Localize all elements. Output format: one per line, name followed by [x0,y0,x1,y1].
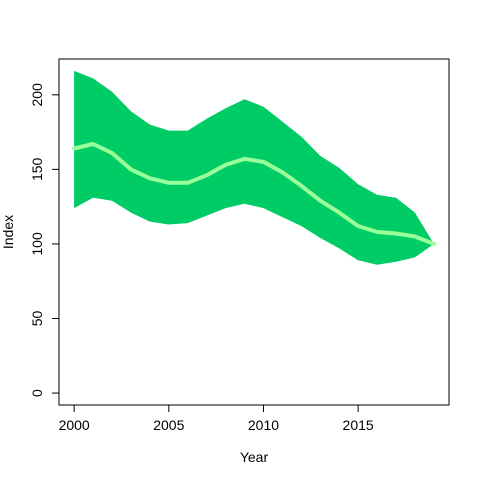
x-tick-label: 2015 [343,417,374,433]
y-tick-label: 100 [29,232,45,256]
y-tick-label: 150 [29,157,45,181]
x-tick-label: 2000 [59,417,90,433]
x-tick-label: 2010 [248,417,279,433]
x-tick-label: 2005 [153,417,184,433]
y-tick-label: 0 [29,389,45,397]
y-axis: 0 50 100 150 200 [29,83,60,397]
y-tick-label: 200 [29,83,45,107]
x-axis-label: Year [240,449,269,465]
y-axis-label: Index [0,215,16,249]
y-tick-label: 50 [29,311,45,327]
x-axis: 2000 2005 2010 2015 [59,404,374,433]
trend-line [72,142,436,246]
line-layer [72,142,436,246]
